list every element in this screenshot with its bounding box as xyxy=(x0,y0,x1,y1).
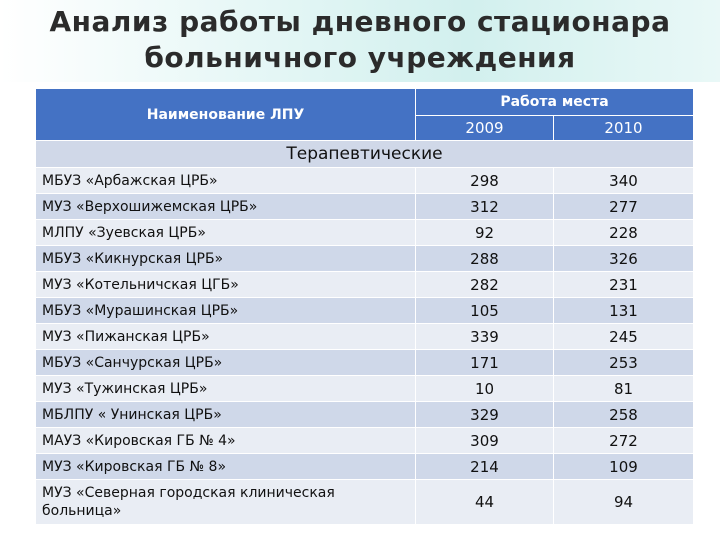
table-row: МБУЗ «Мурашинская ЦРБ» 105 131 xyxy=(35,297,694,324)
row-name-cell: МУЗ «Пижанская ЦРБ» xyxy=(35,323,416,350)
row-name-cell: МУЗ «Верхошижемская ЦРБ» xyxy=(35,193,416,220)
page-title: Анализ работы дневного стационара больни… xyxy=(0,4,720,76)
table-row: МУЗ «Северная городская клиническая боль… xyxy=(35,479,694,525)
row-value-2009: 339 xyxy=(415,323,554,350)
row-value-2010: 94 xyxy=(553,479,694,525)
row-value-2009: 44 xyxy=(415,479,554,525)
header-year-2010: 2010 xyxy=(553,115,694,141)
title-line-2: больничного учреждения xyxy=(144,41,576,74)
title-band xyxy=(0,0,720,82)
row-name-cell: МБУЗ «Кикнурская ЦРБ» xyxy=(35,245,416,272)
section-label: Терапевтические xyxy=(35,140,694,168)
row-value-2009: 92 xyxy=(415,219,554,246)
row-value-2010: 131 xyxy=(553,297,694,324)
row-value-2009: 298 xyxy=(415,167,554,194)
row-name-cell: МБЛПУ « Унинская ЦРБ» xyxy=(35,401,416,428)
row-name-cell: МУЗ «Северная городская клиническая боль… xyxy=(35,479,416,525)
header-group: Работа места xyxy=(415,88,694,116)
header-name-column: Наименование ЛПУ xyxy=(35,88,416,141)
header-name-label: Наименование ЛПУ xyxy=(146,106,305,123)
row-value-2009: 282 xyxy=(415,271,554,298)
row-name-cell: МАУЗ «Кировская ГБ № 4» xyxy=(35,427,416,454)
row-name-cell: МБУЗ «Мурашинская ЦРБ» xyxy=(35,297,416,324)
row-name-cell: МБУЗ «Арбажская ЦРБ» xyxy=(35,167,416,194)
row-value-2010: 81 xyxy=(553,375,694,402)
table-row: МУЗ «Пижанская ЦРБ» 339 245 xyxy=(35,323,694,350)
row-value-2010: 245 xyxy=(553,323,694,350)
row-name-cell: МУЗ «Котельничская ЦГБ» xyxy=(35,271,416,298)
table-row: МУЗ «Кировская ГБ № 8» 214 109 xyxy=(35,453,694,480)
row-value-2009: 329 xyxy=(415,401,554,428)
row-name-cell: МУЗ «Тужинская ЦРБ» xyxy=(35,375,416,402)
row-name-cell: МУЗ «Кировская ГБ № 8» xyxy=(35,453,416,480)
row-name-cell: МБУЗ «Санчурская ЦРБ» xyxy=(35,349,416,376)
row-value-2010: 253 xyxy=(553,349,694,376)
table-row: МБУЗ «Санчурская ЦРБ» 171 253 xyxy=(35,349,694,376)
row-value-2010: 228 xyxy=(553,219,694,246)
row-value-2009: 288 xyxy=(415,245,554,272)
row-value-2010: 340 xyxy=(553,167,694,194)
table-row: МБЛПУ « Унинская ЦРБ» 329 258 xyxy=(35,401,694,428)
table-row: МЛПУ «Зуевская ЦРБ» 92 228 xyxy=(35,219,694,246)
row-value-2009: 171 xyxy=(415,349,554,376)
header-year-2009: 2009 xyxy=(415,115,554,141)
table-row: МУЗ «Верхошижемская ЦРБ» 312 277 xyxy=(35,193,694,220)
row-value-2010: 326 xyxy=(553,245,694,272)
row-value-2010: 272 xyxy=(553,427,694,454)
table-row: МУЗ «Тужинская ЦРБ» 10 81 xyxy=(35,375,694,402)
row-value-2010: 277 xyxy=(553,193,694,220)
row-value-2009: 214 xyxy=(415,453,554,480)
data-table: Наименование ЛПУ Работа места 2009 2010 … xyxy=(35,88,694,525)
row-name-cell: МЛПУ «Зуевская ЦРБ» xyxy=(35,219,416,246)
row-value-2009: 309 xyxy=(415,427,554,454)
table-row: МБУЗ «Кикнурская ЦРБ» 288 326 xyxy=(35,245,694,272)
row-value-2009: 10 xyxy=(415,375,554,402)
table-row: МУЗ «Котельничская ЦГБ» 282 231 xyxy=(35,271,694,298)
row-value-2010: 231 xyxy=(553,271,694,298)
row-value-2010: 109 xyxy=(553,453,694,480)
row-value-2010: 258 xyxy=(553,401,694,428)
table-row: МБУЗ «Арбажская ЦРБ» 298 340 xyxy=(35,167,694,194)
row-value-2009: 312 xyxy=(415,193,554,220)
table-row: МАУЗ «Кировская ГБ № 4» 309 272 xyxy=(35,427,694,454)
row-value-2009: 105 xyxy=(415,297,554,324)
title-line-1: Анализ работы дневного стационара xyxy=(49,5,671,38)
